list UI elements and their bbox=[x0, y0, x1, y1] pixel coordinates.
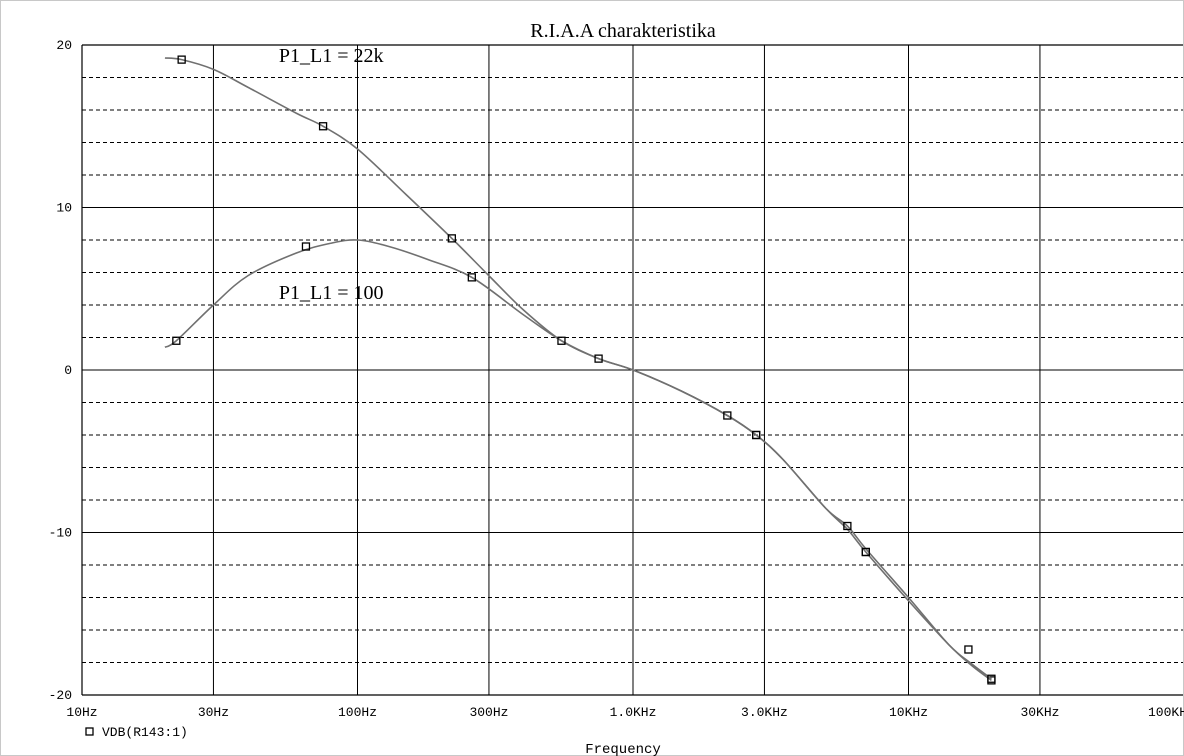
y-tick-label: 0 bbox=[64, 363, 72, 378]
series-2-marker bbox=[594, 354, 603, 363]
x-tick-label: 300Hz bbox=[469, 705, 508, 720]
y-tick-label: 20 bbox=[56, 38, 72, 53]
y-tick-label: -10 bbox=[49, 526, 72, 541]
curve-label-2: P1_L1 = 100 bbox=[279, 282, 384, 304]
series-2-marker bbox=[752, 430, 761, 440]
x-tick-label: 30Hz bbox=[198, 705, 229, 720]
x-tick-label: 30KHz bbox=[1020, 705, 1059, 720]
chart-title: R.I.A.A charakteristika bbox=[530, 20, 716, 42]
x-tick-label: 10KHz bbox=[889, 705, 928, 720]
series-2-marker bbox=[467, 273, 476, 282]
series-2-marker bbox=[964, 645, 973, 654]
x-tick-label: 1.0KHz bbox=[610, 705, 657, 720]
legend-label: VDB(R143:1) bbox=[102, 725, 188, 740]
series-1-marker bbox=[177, 55, 186, 64]
x-axis-label: Frequency bbox=[585, 742, 661, 756]
legend-marker-icon bbox=[85, 727, 94, 736]
series-2-marker bbox=[172, 336, 181, 345]
curve-label-1: P1_L1 = 22k bbox=[279, 45, 384, 67]
series-2-marker bbox=[557, 336, 566, 345]
series-1-marker bbox=[318, 122, 328, 131]
series-line-2 bbox=[164, 239, 992, 680]
x-tick-label: 3.0KHz bbox=[741, 705, 788, 720]
y-tick-label: -20 bbox=[49, 688, 72, 703]
x-tick-label: 10Hz bbox=[66, 705, 97, 720]
series-2-marker bbox=[861, 547, 870, 557]
x-tick-label: 100KHz bbox=[1148, 705, 1184, 720]
x-tick-label: 100Hz bbox=[338, 705, 377, 720]
series-line-1 bbox=[164, 57, 992, 682]
series-1-marker bbox=[447, 234, 456, 243]
series-2-marker bbox=[987, 674, 996, 683]
series-2-marker bbox=[723, 411, 732, 420]
series-2-marker bbox=[301, 242, 311, 251]
series-2-marker bbox=[843, 521, 852, 531]
y-tick-label: 10 bbox=[56, 201, 72, 216]
